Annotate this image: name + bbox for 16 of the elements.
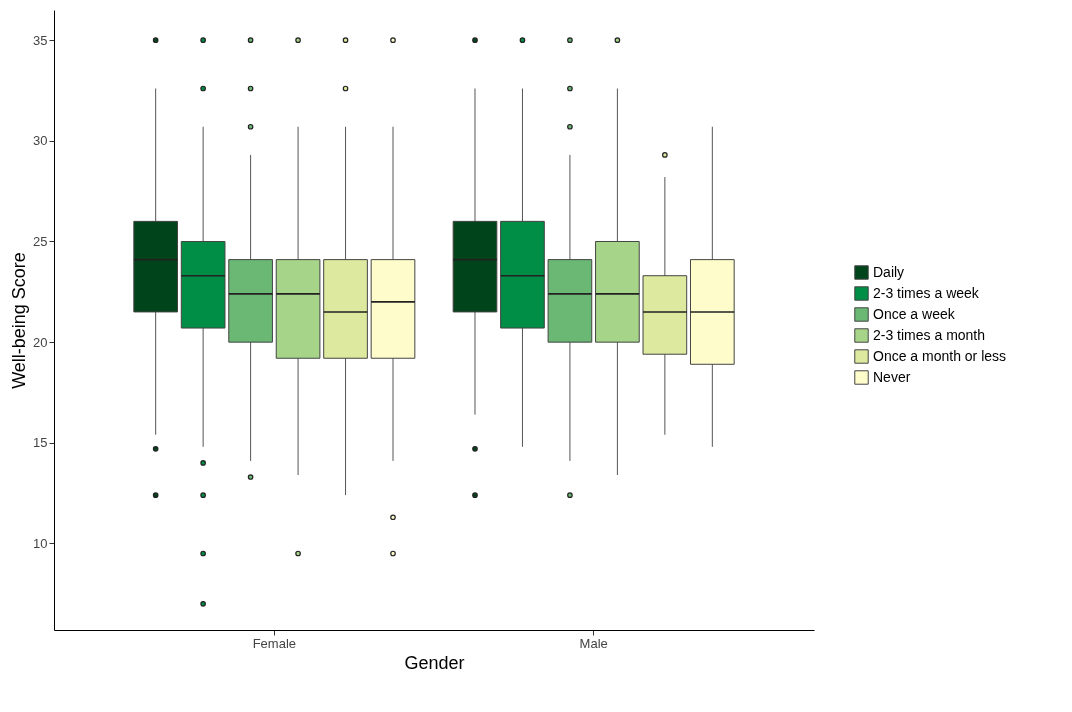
y-tick-label: 20 (33, 334, 48, 350)
y-tick-label: 30 (33, 133, 48, 149)
x-axis-title: Gender (404, 652, 465, 673)
y-tick-label: 25 (33, 233, 48, 249)
x-tick-label: Female (252, 635, 297, 651)
legend-label: Never (873, 368, 911, 385)
y-tick-label: 15 (33, 435, 48, 451)
y-tick-label: 10 (33, 535, 48, 551)
legend-label: Daily (873, 263, 905, 280)
legend-label: Once a month or less (873, 347, 1007, 364)
legend-label: 2-3 times a month (873, 326, 986, 343)
x-tick-label: Male (579, 635, 608, 651)
legend-label: 2-3 times a week (873, 284, 980, 301)
y-tick-label: 35 (33, 32, 48, 48)
legend-label: Once a week (873, 305, 956, 322)
y-axis-title: Well-being Score (9, 252, 30, 389)
